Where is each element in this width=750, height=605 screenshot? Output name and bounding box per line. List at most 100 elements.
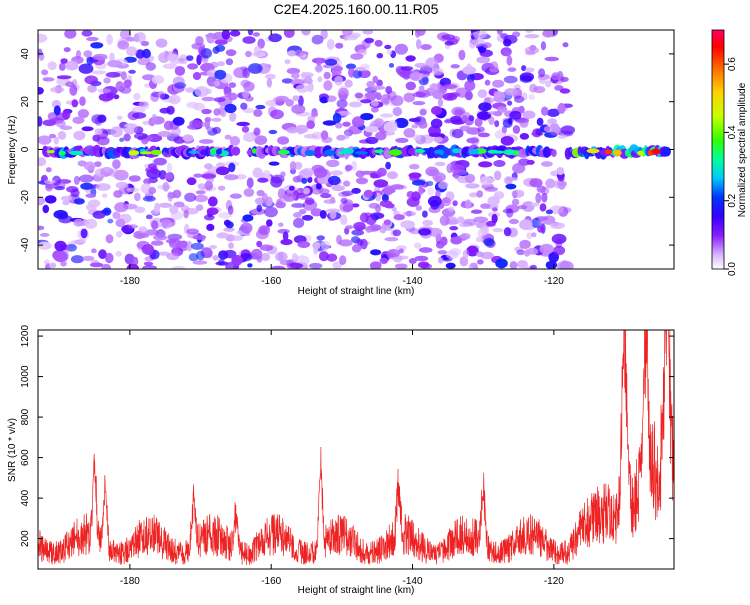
heatmap-noise-cell [225, 58, 234, 66]
heatmap-plot: -180 -160 -140 -120 -40 -20 0 20 40 Height of s… [7, 29, 675, 297]
heatmap-noise-cell [123, 133, 131, 142]
heatmap-noise-cell [38, 225, 45, 231]
colorbar-gradient [711, 29, 725, 270]
heatmap-noise-cell [355, 170, 365, 178]
heatmap-noise-cell [476, 251, 484, 258]
heatmap-noise-cell [387, 120, 398, 128]
heatmap-noise-cell [364, 37, 375, 44]
heatmap-noise-cell [295, 84, 309, 93]
heatmap-noise-cell [103, 77, 111, 84]
heatmap-noise-cell [326, 253, 338, 262]
heatmap-noise-cell [366, 226, 372, 233]
heatmap-noise-cell [383, 185, 393, 196]
heatmap-noise-cell [430, 67, 444, 76]
heatmap-signal-core [209, 148, 218, 154]
heatmap-noise-cell [437, 250, 448, 255]
heatmap-noise-cell [101, 263, 112, 269]
heatmap-noise-cell [311, 34, 324, 45]
heatmap-signal-core [417, 149, 425, 153]
heatmap-noise-cell [204, 119, 210, 129]
heatmap-noise-cell [320, 96, 328, 104]
heatmap-noise-cell [494, 120, 500, 128]
heatmap-noise-cell [550, 123, 559, 130]
heatmap-noise-cell [42, 77, 55, 82]
heatmap-noise-cell [453, 169, 468, 175]
heatmap-noise-cell [422, 219, 434, 227]
heatmap-noise-cell [173, 201, 185, 208]
heatmap-noise-cell [133, 33, 140, 43]
heatmap-noise-cell [53, 136, 59, 145]
heatmap-noise-cell [256, 240, 263, 248]
snr-x-axis-label: Height of straight line (km) [298, 585, 415, 596]
heatmap-noise-cell [319, 210, 327, 219]
heatmap-noise-cell [115, 81, 124, 92]
heatmap-noise-cell [318, 251, 329, 262]
heatmap-noise-cell [394, 117, 409, 129]
heatmap-noise-cell [503, 38, 512, 47]
heatmap-noise-cell [505, 183, 517, 190]
heatmap-noise-cell [344, 35, 358, 41]
heatmap-noise-cell [458, 174, 467, 183]
heatmap-noise-cell [90, 42, 104, 49]
heatmap-signal-core [341, 148, 354, 155]
heatmap-noise-cell [468, 115, 475, 122]
heatmap-noise-cell [264, 206, 278, 218]
heatmap-noise-cell [115, 218, 126, 228]
heatmap-noise-cell [557, 175, 565, 182]
heatmap-noise-cell [332, 261, 342, 269]
heatmap-noise-cell [519, 117, 529, 128]
heatmap-noise-cell [332, 112, 342, 124]
heatmap-noise-cell [158, 202, 173, 208]
heatmap-noise-cell [213, 108, 221, 116]
colorbar-tick-label: 0.2 [727, 193, 738, 207]
heatmap-noise-cell [54, 186, 65, 191]
heatmap-noise-cell [341, 190, 354, 196]
heatmap-noise-cell [160, 219, 173, 230]
heatmap-noise-cell [150, 91, 160, 103]
heatmap-noise-cell [541, 106, 549, 116]
heatmap-noise-cell [167, 233, 183, 241]
heatmap-noise-cell [396, 245, 407, 251]
heatmap-noise-cell [415, 30, 426, 36]
heatmap-noise-cell [224, 103, 237, 114]
heatmap-noise-cell [412, 91, 427, 98]
heatmap-noise-cell [138, 101, 149, 107]
heatmap-noise-cell [414, 242, 422, 249]
heatmap-noise-cell [113, 169, 129, 181]
heatmap-noise-cell [398, 248, 404, 254]
heatmap-y-tick-label: 0 [20, 146, 31, 152]
heatmap-noise-cell [84, 75, 98, 85]
heatmap-noise-cell [360, 113, 374, 121]
heatmap-noise-cell [291, 72, 300, 79]
heatmap-noise-cell [317, 76, 323, 83]
heatmap-noise-cell [403, 211, 416, 217]
heatmap-noise-cell [556, 167, 565, 175]
heatmap-noise-cell [49, 86, 65, 93]
heatmap-x-axis: -180 -160 -140 -120 [120, 30, 564, 287]
heatmap-noise-cell [213, 97, 226, 103]
heatmap-noise-cell [309, 262, 323, 269]
heatmap-noise-cell [143, 261, 154, 266]
heatmap-noise-cell [209, 245, 218, 249]
heatmap-noise-cell [140, 40, 150, 47]
heatmap-noise-cell [360, 99, 372, 104]
heatmap-noise-cell [504, 88, 518, 96]
heatmap-noise-cell [379, 257, 389, 264]
heatmap-noise-cell [186, 177, 197, 186]
heatmap-noise-cell [451, 128, 464, 139]
heatmap-noise-cell [87, 84, 97, 93]
heatmap-noise-cell [437, 256, 444, 264]
heatmap-noise-cell [478, 161, 493, 168]
heatmap-noise-cell [503, 227, 512, 237]
heatmap-noise-cell [286, 262, 302, 269]
heatmap-noise-cell [236, 121, 250, 127]
heatmap-noise-cell [143, 178, 152, 185]
heatmap-noise-cell [437, 181, 449, 190]
heatmap-noise-cell [440, 236, 448, 246]
heatmap-signal-core [469, 148, 479, 155]
heatmap-noise-cell [513, 84, 521, 90]
heatmap-noise-cell [445, 250, 459, 260]
heatmap-noise-cell [142, 48, 151, 59]
heatmap-noise-cell [412, 101, 426, 106]
heatmap-noise-cell [412, 134, 422, 141]
